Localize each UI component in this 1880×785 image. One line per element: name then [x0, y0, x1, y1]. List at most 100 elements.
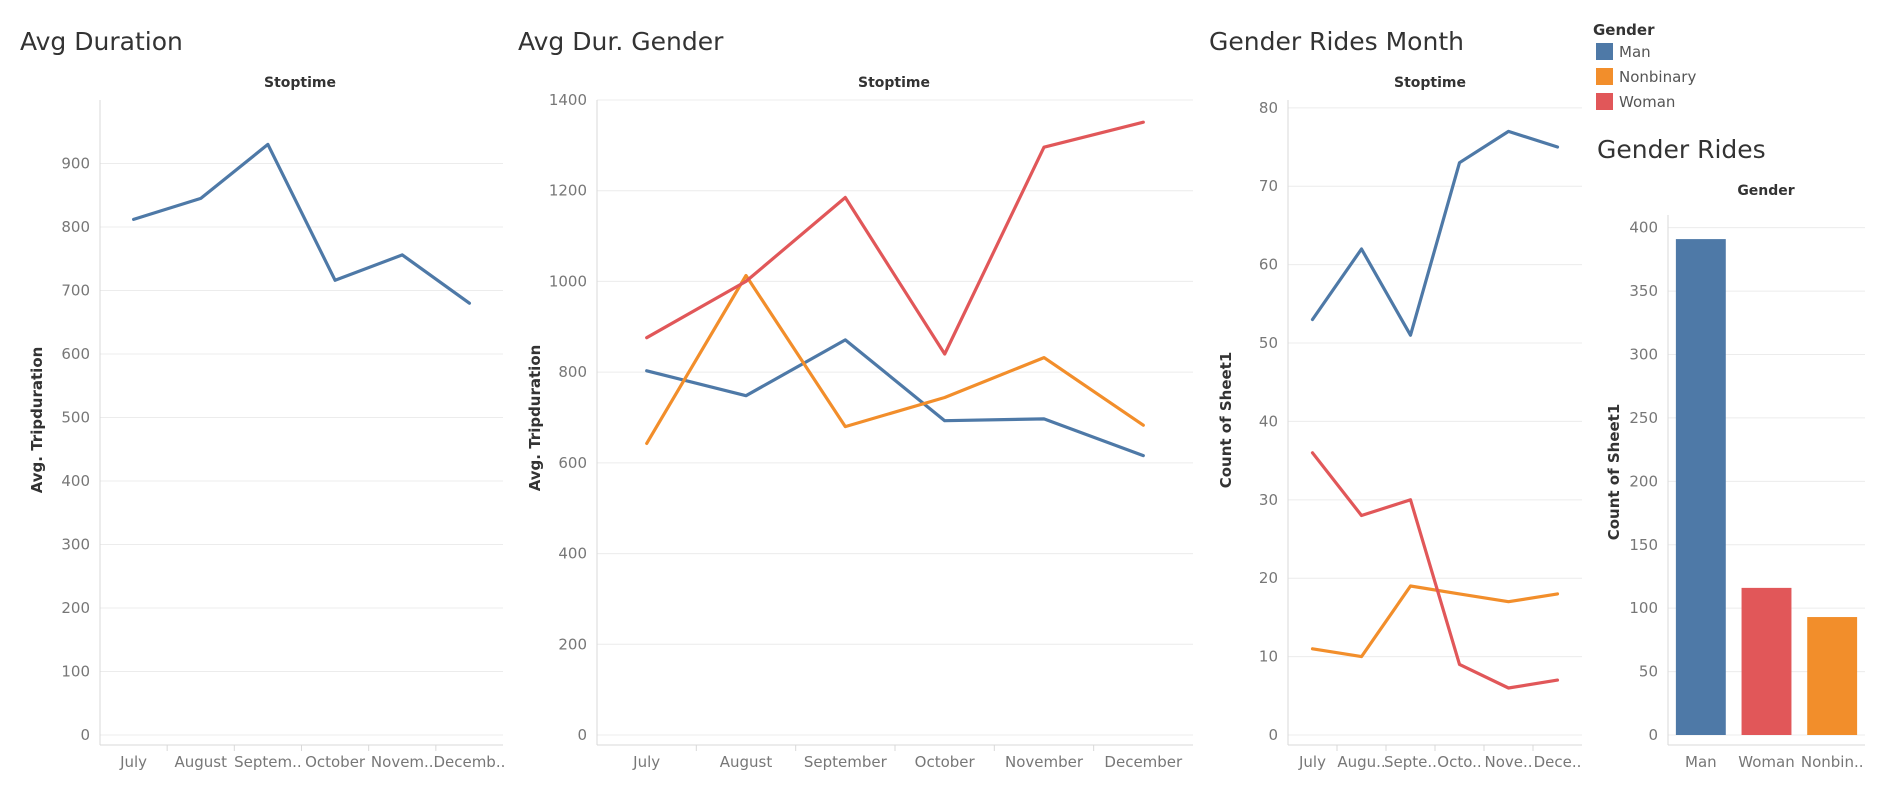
- data-point[interactable]: [1455, 659, 1465, 669]
- panel-avg-dur-gender: Avg Dur. Gender Stoptime Avg. Tripdurati…: [518, 27, 1193, 771]
- x-tick-label: Septe..: [1384, 753, 1437, 771]
- data-point[interactable]: [1553, 675, 1563, 685]
- y-tick-label: 40: [1259, 412, 1278, 430]
- y-tick-label: 200: [61, 599, 90, 617]
- data-point[interactable]: [397, 250, 407, 260]
- data-point[interactable]: [1504, 126, 1514, 136]
- y-tick-label: 100: [1629, 599, 1658, 617]
- column-header-stoptime: Stoptime: [1394, 75, 1466, 91]
- legend-item-man[interactable]: Man: [1596, 43, 1651, 61]
- bar-nonbin[interactable]: [1807, 617, 1858, 735]
- data-point[interactable]: [464, 298, 474, 308]
- data-point[interactable]: [642, 438, 652, 448]
- x-tick-label: Man: [1685, 753, 1717, 771]
- data-point[interactable]: [840, 193, 850, 203]
- x-tick-label: Octo..: [1437, 753, 1481, 771]
- data-point[interactable]: [741, 276, 751, 286]
- chart-title-gender-rides: Gender Rides: [1597, 135, 1766, 164]
- data-point[interactable]: [1308, 315, 1318, 325]
- series-line-man[interactable]: [645, 338, 1145, 458]
- legend-item-nonbinary[interactable]: Nonbinary: [1596, 68, 1696, 86]
- data-point[interactable]: [1455, 158, 1465, 168]
- data-point[interactable]: [1357, 244, 1367, 254]
- data-point[interactable]: [1039, 414, 1049, 424]
- data-point[interactable]: [642, 366, 652, 376]
- data-point[interactable]: [1357, 510, 1367, 520]
- data-point[interactable]: [1308, 644, 1318, 654]
- data-point[interactable]: [741, 391, 751, 401]
- data-point[interactable]: [1138, 451, 1148, 461]
- legend-item-woman[interactable]: Woman: [1596, 93, 1675, 111]
- bar-woman[interactable]: [1741, 587, 1792, 735]
- data-point[interactable]: [940, 416, 950, 426]
- series-line-woman[interactable]: [1310, 451, 1560, 690]
- y-tick-label: 0: [80, 726, 90, 744]
- data-point[interactable]: [1553, 142, 1563, 152]
- series-line-nonbinary[interactable]: [645, 273, 1145, 445]
- y-tick-label: 250: [1629, 409, 1658, 427]
- data-point[interactable]: [1455, 589, 1465, 599]
- y-tick-label: 0: [1648, 726, 1658, 744]
- y-tick-label: 70: [1259, 177, 1278, 195]
- series-line-man[interactable]: [1310, 129, 1560, 337]
- data-point[interactable]: [129, 214, 139, 224]
- x-tick-label: Woman: [1738, 753, 1794, 771]
- data-point[interactable]: [1406, 495, 1416, 505]
- y-tick-label: 600: [558, 454, 587, 472]
- y-tick-label: 50: [1259, 334, 1278, 352]
- y-tick-label: 400: [61, 472, 90, 490]
- x-tick-label: October: [915, 753, 976, 771]
- legend-title: Gender: [1593, 21, 1655, 39]
- data-point[interactable]: [1039, 353, 1049, 363]
- y-tick-label: 400: [558, 545, 587, 563]
- data-point[interactable]: [642, 333, 652, 343]
- series-line-nonbinary[interactable]: [1310, 584, 1560, 659]
- y-axis-label: Avg. Tripduration: [526, 345, 544, 492]
- y-tick-label: 900: [61, 155, 90, 173]
- data-point[interactable]: [1138, 420, 1148, 430]
- x-tick-label: Decemb..: [433, 753, 505, 771]
- data-point[interactable]: [1138, 117, 1148, 127]
- y-tick-label: 600: [61, 345, 90, 363]
- data-point[interactable]: [1308, 448, 1318, 458]
- data-point[interactable]: [1357, 652, 1367, 662]
- legend-label-man: Man: [1619, 43, 1651, 61]
- data-point[interactable]: [1406, 330, 1416, 340]
- data-point[interactable]: [196, 193, 206, 203]
- y-tick-label: 1200: [549, 182, 587, 200]
- x-tick-label: August: [720, 753, 773, 771]
- x-tick-label: August: [175, 753, 228, 771]
- y-tick-label: 1400: [549, 91, 587, 109]
- legend-gender: Gender Man Nonbinary Woman: [1593, 21, 1696, 111]
- y-tick-label: 350: [1629, 282, 1658, 300]
- data-point[interactable]: [940, 349, 950, 359]
- x-tick-label: Nonbin..: [1801, 753, 1864, 771]
- legend-swatch-nonbinary: [1596, 68, 1613, 85]
- data-point[interactable]: [1553, 589, 1563, 599]
- x-tick-label: July: [632, 753, 660, 771]
- data-point[interactable]: [1039, 142, 1049, 152]
- y-tick-label: 100: [61, 663, 90, 681]
- data-point[interactable]: [840, 335, 850, 345]
- bar-man[interactable]: [1675, 239, 1726, 735]
- data-point[interactable]: [940, 393, 950, 403]
- y-tick-label: 60: [1259, 256, 1278, 274]
- y-tick-label: 50: [1639, 663, 1658, 681]
- series-line-woman[interactable]: [645, 120, 1145, 356]
- y-tick-label: 700: [61, 282, 90, 300]
- x-tick-label: October: [305, 753, 366, 771]
- data-point[interactable]: [1504, 683, 1514, 693]
- x-tick-label: July: [1298, 753, 1326, 771]
- data-point[interactable]: [1406, 581, 1416, 591]
- chart-title-avg-duration: Avg Duration: [20, 27, 183, 56]
- x-tick-label: Dece..: [1534, 753, 1582, 771]
- x-tick-label: July: [119, 753, 147, 771]
- data-point[interactable]: [263, 139, 273, 149]
- x-tick-label: Nove..: [1484, 753, 1532, 771]
- panel-gender-rides: Gender Rides Gender Count of Sheet1 0 50 1…: [1597, 135, 1865, 771]
- data-point[interactable]: [1504, 597, 1514, 607]
- series-line[interactable]: [132, 142, 471, 305]
- data-point[interactable]: [840, 422, 850, 432]
- data-point[interactable]: [330, 275, 340, 285]
